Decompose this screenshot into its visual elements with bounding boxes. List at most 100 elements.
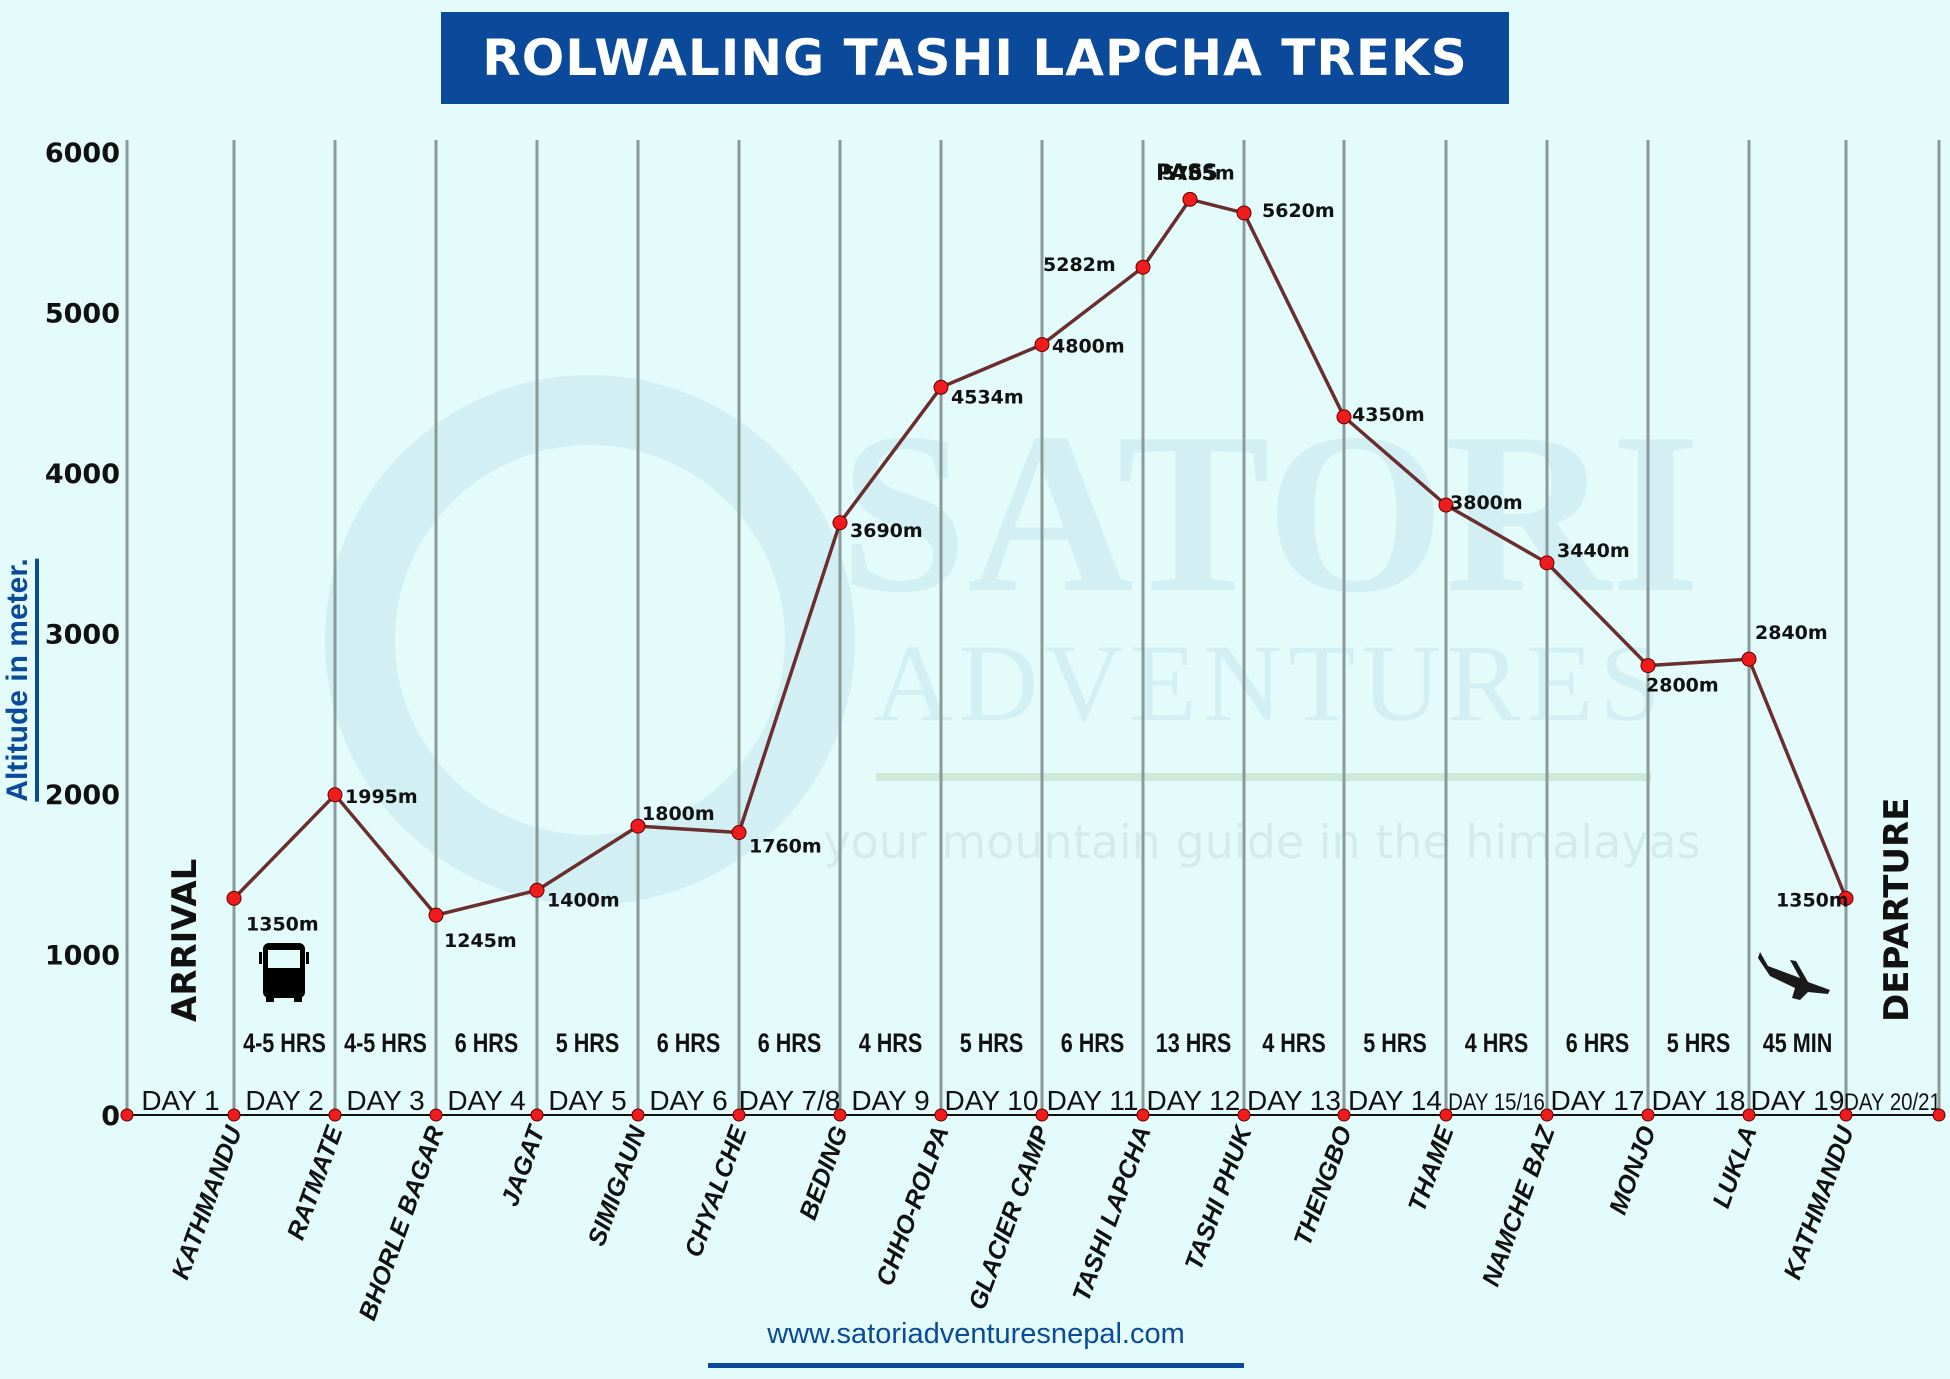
day-label: DAY 17 xyxy=(1551,1085,1645,1116)
altitude-marker xyxy=(933,379,949,395)
altitude-value-label: 1400m xyxy=(547,889,620,911)
altitude-value-label: 1800m xyxy=(642,803,715,825)
baseline-marker xyxy=(1136,1108,1150,1122)
altitude-marker xyxy=(327,787,343,803)
duration-label: 6 HRS xyxy=(657,1029,721,1059)
altitude-marker xyxy=(1236,205,1252,221)
watermark-logo xyxy=(325,375,855,905)
day-label: DAY 14 xyxy=(1348,1085,1442,1116)
altitude-marker xyxy=(731,825,747,841)
baseline-marker xyxy=(833,1108,847,1122)
location-label: TASHI PHUK xyxy=(1180,1121,1259,1274)
location-label: NAMCHE BAZ xyxy=(1477,1121,1561,1290)
duration-label: 5 HRS xyxy=(556,1029,620,1059)
duration-label: 6 HRS xyxy=(758,1029,822,1059)
watermark-sub: ADVENTURES xyxy=(873,622,1666,744)
watermark-bar xyxy=(876,773,1651,781)
y-tick-label: 6000 xyxy=(45,138,120,169)
altitude-value-label: 1995m xyxy=(345,786,418,808)
altitude-value-label: 3440m xyxy=(1557,540,1630,562)
bus-icon xyxy=(259,943,309,1002)
baseline-marker xyxy=(120,1108,134,1122)
altitude-value-label: 1350m xyxy=(1776,889,1849,911)
day-label: DAY 12 xyxy=(1147,1085,1241,1116)
duration-label: 5 HRS xyxy=(1667,1029,1731,1059)
chart-title: ROLWALING TASHI LAPCHA TREKS xyxy=(482,29,1468,87)
duration-label: 5 HRS xyxy=(1363,1029,1427,1059)
y-tick-label: 5000 xyxy=(45,299,120,330)
duration-label: 4 HRS xyxy=(859,1029,923,1059)
altitude-marker xyxy=(1438,497,1454,513)
day-label: DAY 7/8 xyxy=(739,1085,841,1116)
location-label: RATMATE xyxy=(282,1121,349,1243)
day-label: DAY 2 xyxy=(245,1085,323,1116)
baseline-marker xyxy=(1641,1108,1655,1122)
altitude-value-label: 4800m xyxy=(1052,336,1125,358)
duration-label: 4-5 HRS xyxy=(243,1029,326,1059)
altitude-value-label: 2800m xyxy=(1646,675,1719,697)
baseline-marker xyxy=(328,1108,342,1122)
y-tick-label: 2000 xyxy=(45,780,120,811)
duration-label: 6 HRS xyxy=(1566,1029,1630,1059)
day-label: DAY 18 xyxy=(1652,1085,1746,1116)
website-underline xyxy=(708,1363,1244,1368)
altitude-marker xyxy=(832,515,848,531)
y-tick-label: 0 xyxy=(101,1101,120,1132)
location-label: SIMIGAUN xyxy=(583,1122,652,1250)
duration-label: 4 HRS xyxy=(1262,1029,1326,1059)
location-label: JAGAT xyxy=(496,1120,552,1210)
altitude-value-label: 5620m xyxy=(1262,200,1335,222)
altitude-marker xyxy=(428,907,444,923)
location-label: THENGBO xyxy=(1289,1122,1358,1250)
location-label: KATHMANDU xyxy=(1778,1122,1860,1283)
location-label: CHHO-ROLPA xyxy=(871,1122,955,1289)
airplane-icon xyxy=(1758,952,1830,1000)
altitude-marker xyxy=(1182,191,1198,207)
day-label: DAY 9 xyxy=(851,1085,929,1116)
day-label: DAY 10 xyxy=(945,1085,1039,1116)
day-label: DAY 6 xyxy=(649,1085,727,1116)
location-label: TASHI LAPCHA xyxy=(1067,1122,1156,1305)
location-label: GLACIER CAMP xyxy=(963,1122,1055,1313)
baseline-marker xyxy=(631,1108,645,1122)
duration-label: 4-5 HRS xyxy=(344,1029,427,1059)
altitude-value-label: 1760m xyxy=(749,836,822,858)
altitude-line xyxy=(232,197,1848,918)
baseline-marker xyxy=(227,1108,241,1122)
day-label: DAY 15/16 xyxy=(1448,1088,1545,1115)
altitude-marker xyxy=(1838,890,1854,906)
altitude-marker xyxy=(1640,658,1656,674)
duration-label: 4 HRS xyxy=(1465,1029,1529,1059)
y-tick-label: 3000 xyxy=(45,620,120,651)
baseline-marker xyxy=(429,1108,443,1122)
baseline-marker xyxy=(1237,1108,1251,1122)
day-label: DAY 4 xyxy=(447,1085,525,1116)
pass-label: PASS xyxy=(1156,161,1218,186)
altitude-value-label: 3800m xyxy=(1450,492,1523,514)
duration-label: 13 HRS xyxy=(1156,1029,1232,1059)
location-label: THAME xyxy=(1403,1121,1460,1215)
baseline-marker xyxy=(1932,1108,1946,1122)
baseline-marker xyxy=(934,1108,948,1122)
location-label: KATHMANDU xyxy=(166,1122,248,1283)
location-label: CHYALCHE xyxy=(679,1121,753,1261)
day-label: DAY 19 xyxy=(1751,1085,1845,1116)
departure-label: DEPARTURE xyxy=(1877,798,1917,1022)
altitude-marker xyxy=(1741,651,1757,667)
arrival-label: ARRIVAL xyxy=(165,859,205,1022)
location-label: MONJO xyxy=(1604,1122,1662,1218)
duration-label: 6 HRS xyxy=(1061,1029,1125,1059)
baseline-marker xyxy=(732,1108,746,1122)
y-tick-label: 1000 xyxy=(45,941,120,972)
altitude-marker xyxy=(1539,555,1555,571)
day-label: DAY 11 xyxy=(1047,1085,1139,1116)
baseline-marker xyxy=(1439,1108,1453,1122)
watermark-brand: SATORI xyxy=(840,385,1701,640)
website-link[interactable]: www.satoriadventuresnepal.com xyxy=(767,1318,1185,1350)
altitude-marker xyxy=(1034,337,1050,353)
altitude-value-label: 3690m xyxy=(850,520,923,542)
baseline-marker xyxy=(530,1108,544,1122)
watermark-tagline: your mountain guide in the himalayas xyxy=(823,815,1700,869)
day-label: DAY 3 xyxy=(346,1085,424,1116)
duration-label: 6 HRS xyxy=(455,1029,519,1059)
